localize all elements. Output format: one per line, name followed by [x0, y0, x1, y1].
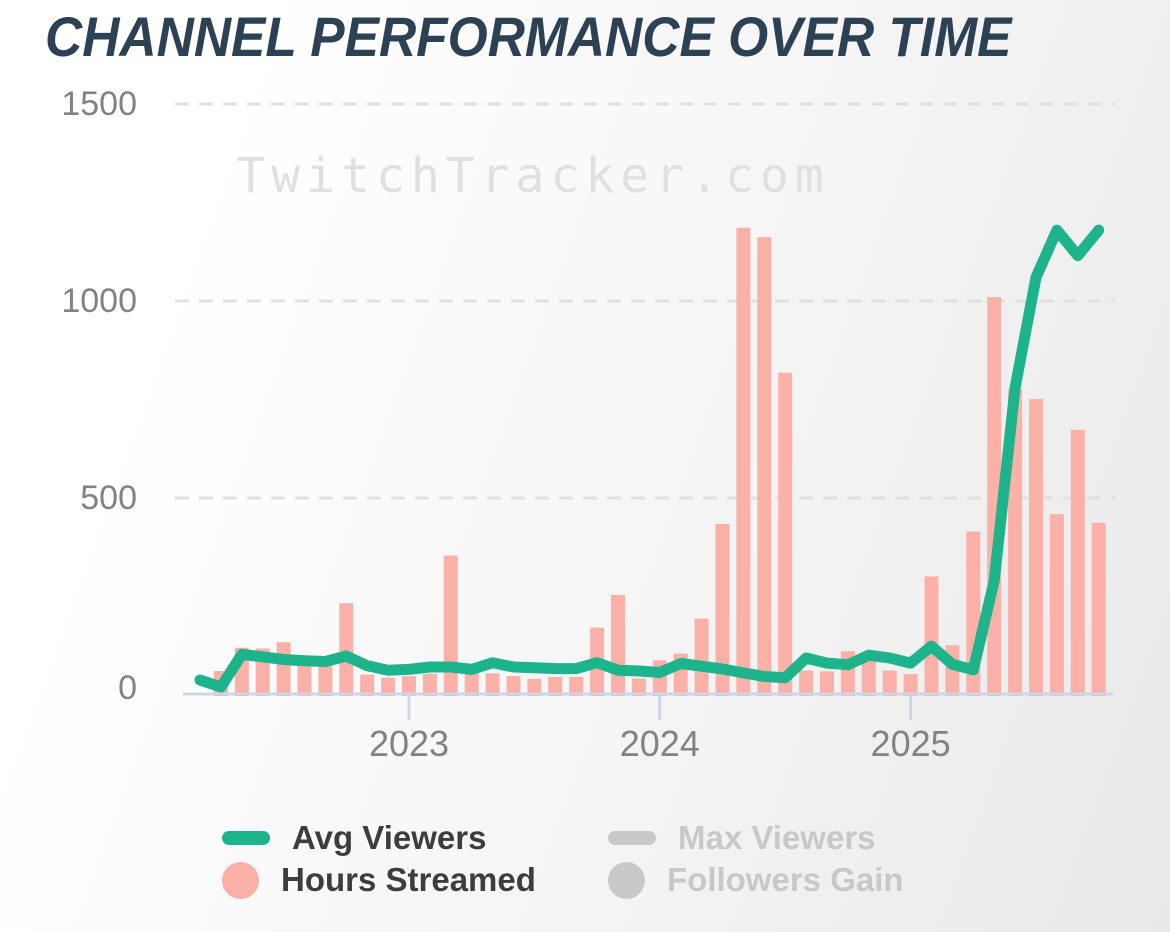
bar-hours-streamed-2023-03: [443, 555, 458, 696]
legend-label-avg-viewers: Avg Viewers: [292, 819, 487, 856]
x-tick-label-2024: 2024: [620, 723, 700, 764]
bar-hours-streamed-2024-12: [882, 670, 897, 696]
bar-hours-streamed-2024-08: [799, 670, 814, 696]
bar-hours-streamed-2023-05: [485, 673, 500, 696]
x-tick-label-2023: 2023: [369, 723, 449, 764]
bar-hours-streamed-2023-08: [548, 676, 563, 696]
bar-hours-streamed-2024-11: [861, 652, 876, 696]
y-tick-label-0: 0: [118, 669, 137, 707]
bar-hours-streamed-2023-06: [506, 676, 521, 696]
bar-hours-streamed-2025-10: [1091, 522, 1106, 696]
bar-hours-streamed-2024-07: [778, 372, 793, 696]
bar-hours-streamed-2023-07: [527, 678, 542, 696]
y-tick-label-1000: 1000: [61, 282, 137, 320]
legend-item-followers-gain[interactable]: Followers Gain: [608, 858, 904, 902]
bar-hours-streamed-2022-10: [339, 603, 354, 696]
bar-hours-streamed-2025-01: [903, 674, 918, 696]
bar-hours-streamed-2025-09: [1070, 429, 1085, 696]
legend-label-max-viewers: Max Viewers: [678, 819, 876, 856]
legend-item-avg-viewers[interactable]: Avg Viewers: [222, 816, 486, 860]
bar-hours-streamed-2024-06: [757, 237, 772, 696]
bar-hours-streamed-2022-12: [381, 677, 396, 696]
bar-hours-streamed-2023-11: [611, 594, 625, 696]
legend-label-hours-streamed: Hours Streamed: [281, 861, 536, 898]
bar-hours-streamed-2022-11: [360, 674, 375, 696]
page-title: CHANNEL PERFORMANCE OVER TIME: [45, 5, 1012, 68]
bar-hours-streamed-2023-02: [422, 673, 437, 696]
bar-hours-streamed-2025-07: [1029, 399, 1043, 696]
legend-item-max-viewers[interactable]: Max Viewers: [608, 816, 876, 860]
legend-label-followers-gain: Followers Gain: [667, 861, 904, 898]
watermark: TwitchTracker.com: [236, 148, 829, 204]
hours-streamed-circle-swatch-icon: [222, 861, 259, 899]
bar-hours-streamed-2022-09: [318, 660, 333, 696]
bar-hours-streamed-2025-02: [924, 576, 939, 696]
y-tick-label-1500: 1500: [61, 85, 137, 123]
followers-gain-circle-swatch-icon: [608, 861, 645, 899]
bar-hours-streamed-2024-05: [736, 227, 751, 696]
bar-hours-streamed-2024-03: [694, 618, 709, 696]
avg-viewers-line-swatch-icon: [222, 831, 270, 845]
max-viewers-line-swatch-icon: [608, 831, 656, 845]
bar-hours-streamed-2022-07: [276, 642, 291, 696]
y-tick-label-500: 500: [80, 479, 137, 517]
bar-hours-streamed-2024-09: [820, 671, 834, 696]
bar-hours-streamed-2023-04: [464, 671, 479, 696]
bar-hours-streamed-2023-01: [402, 676, 416, 696]
bar-hours-streamed-2022-08: [297, 657, 312, 696]
legend-item-hours-streamed[interactable]: Hours Streamed: [222, 858, 536, 902]
avg-viewers-line: [194, 224, 1105, 693]
bar-hours-streamed-2023-09: [569, 676, 584, 696]
bar-hours-streamed-2024-04: [715, 524, 730, 696]
x-tick-label-2025: 2025: [871, 723, 951, 764]
bar-hours-streamed-2025-08: [1049, 514, 1064, 696]
bar-hours-streamed-2023-12: [631, 678, 646, 696]
